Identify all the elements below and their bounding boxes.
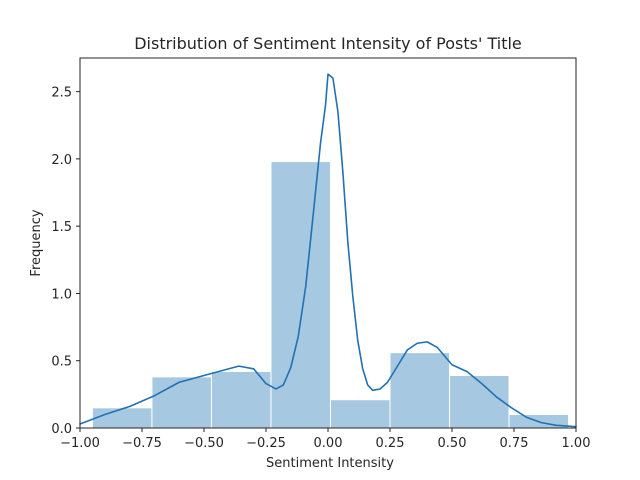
x-tick-label: −1.00 (60, 436, 100, 451)
x-tick-label: −0.75 (122, 436, 162, 451)
bars-layer (91, 161, 570, 429)
y-axis-ticks: 0.0 0.5 1.0 1.5 2.0 2.5 (51, 86, 80, 437)
histogram-bar-4 (270, 161, 331, 429)
histogram-bar-2 (151, 376, 212, 429)
y-tick-label: 0.5 (51, 355, 72, 370)
x-tick-label: 0.25 (376, 436, 405, 451)
y-axis-label: Frequency (29, 209, 44, 276)
y-tick-label: 1.5 (51, 220, 72, 235)
x-tick-label: −0.25 (246, 436, 286, 451)
chart-title: Distribution of Sentiment Intensity of P… (134, 34, 522, 53)
y-tick-label: 2.0 (51, 153, 72, 168)
x-tick-label: 0.00 (314, 436, 343, 451)
x-tick-label: 1.00 (562, 436, 591, 451)
histogram-bar-1 (91, 407, 153, 429)
histogram-bar-3 (210, 370, 272, 429)
kde-layer (79, 73, 577, 428)
x-axis-ticks: −1.00 −0.75 −0.50 −0.25 0.00 0.25 0.50 0.75 1.00 (60, 428, 590, 451)
x-tick-label: 0.50 (438, 436, 467, 451)
x-tick-label: −0.50 (184, 436, 224, 451)
y-tick-label: 1.0 (51, 287, 72, 302)
histogram-bar-5 (329, 399, 391, 429)
y-tick-label: 2.5 (51, 86, 72, 101)
histogram-bar-7 (449, 375, 510, 429)
kde-line (79, 73, 577, 428)
x-tick-label: 0.75 (500, 436, 529, 451)
histogram-bar-6 (389, 352, 451, 429)
x-axis-label: Sentiment Intensity (266, 456, 394, 471)
y-tick-label: 0.0 (51, 422, 72, 437)
